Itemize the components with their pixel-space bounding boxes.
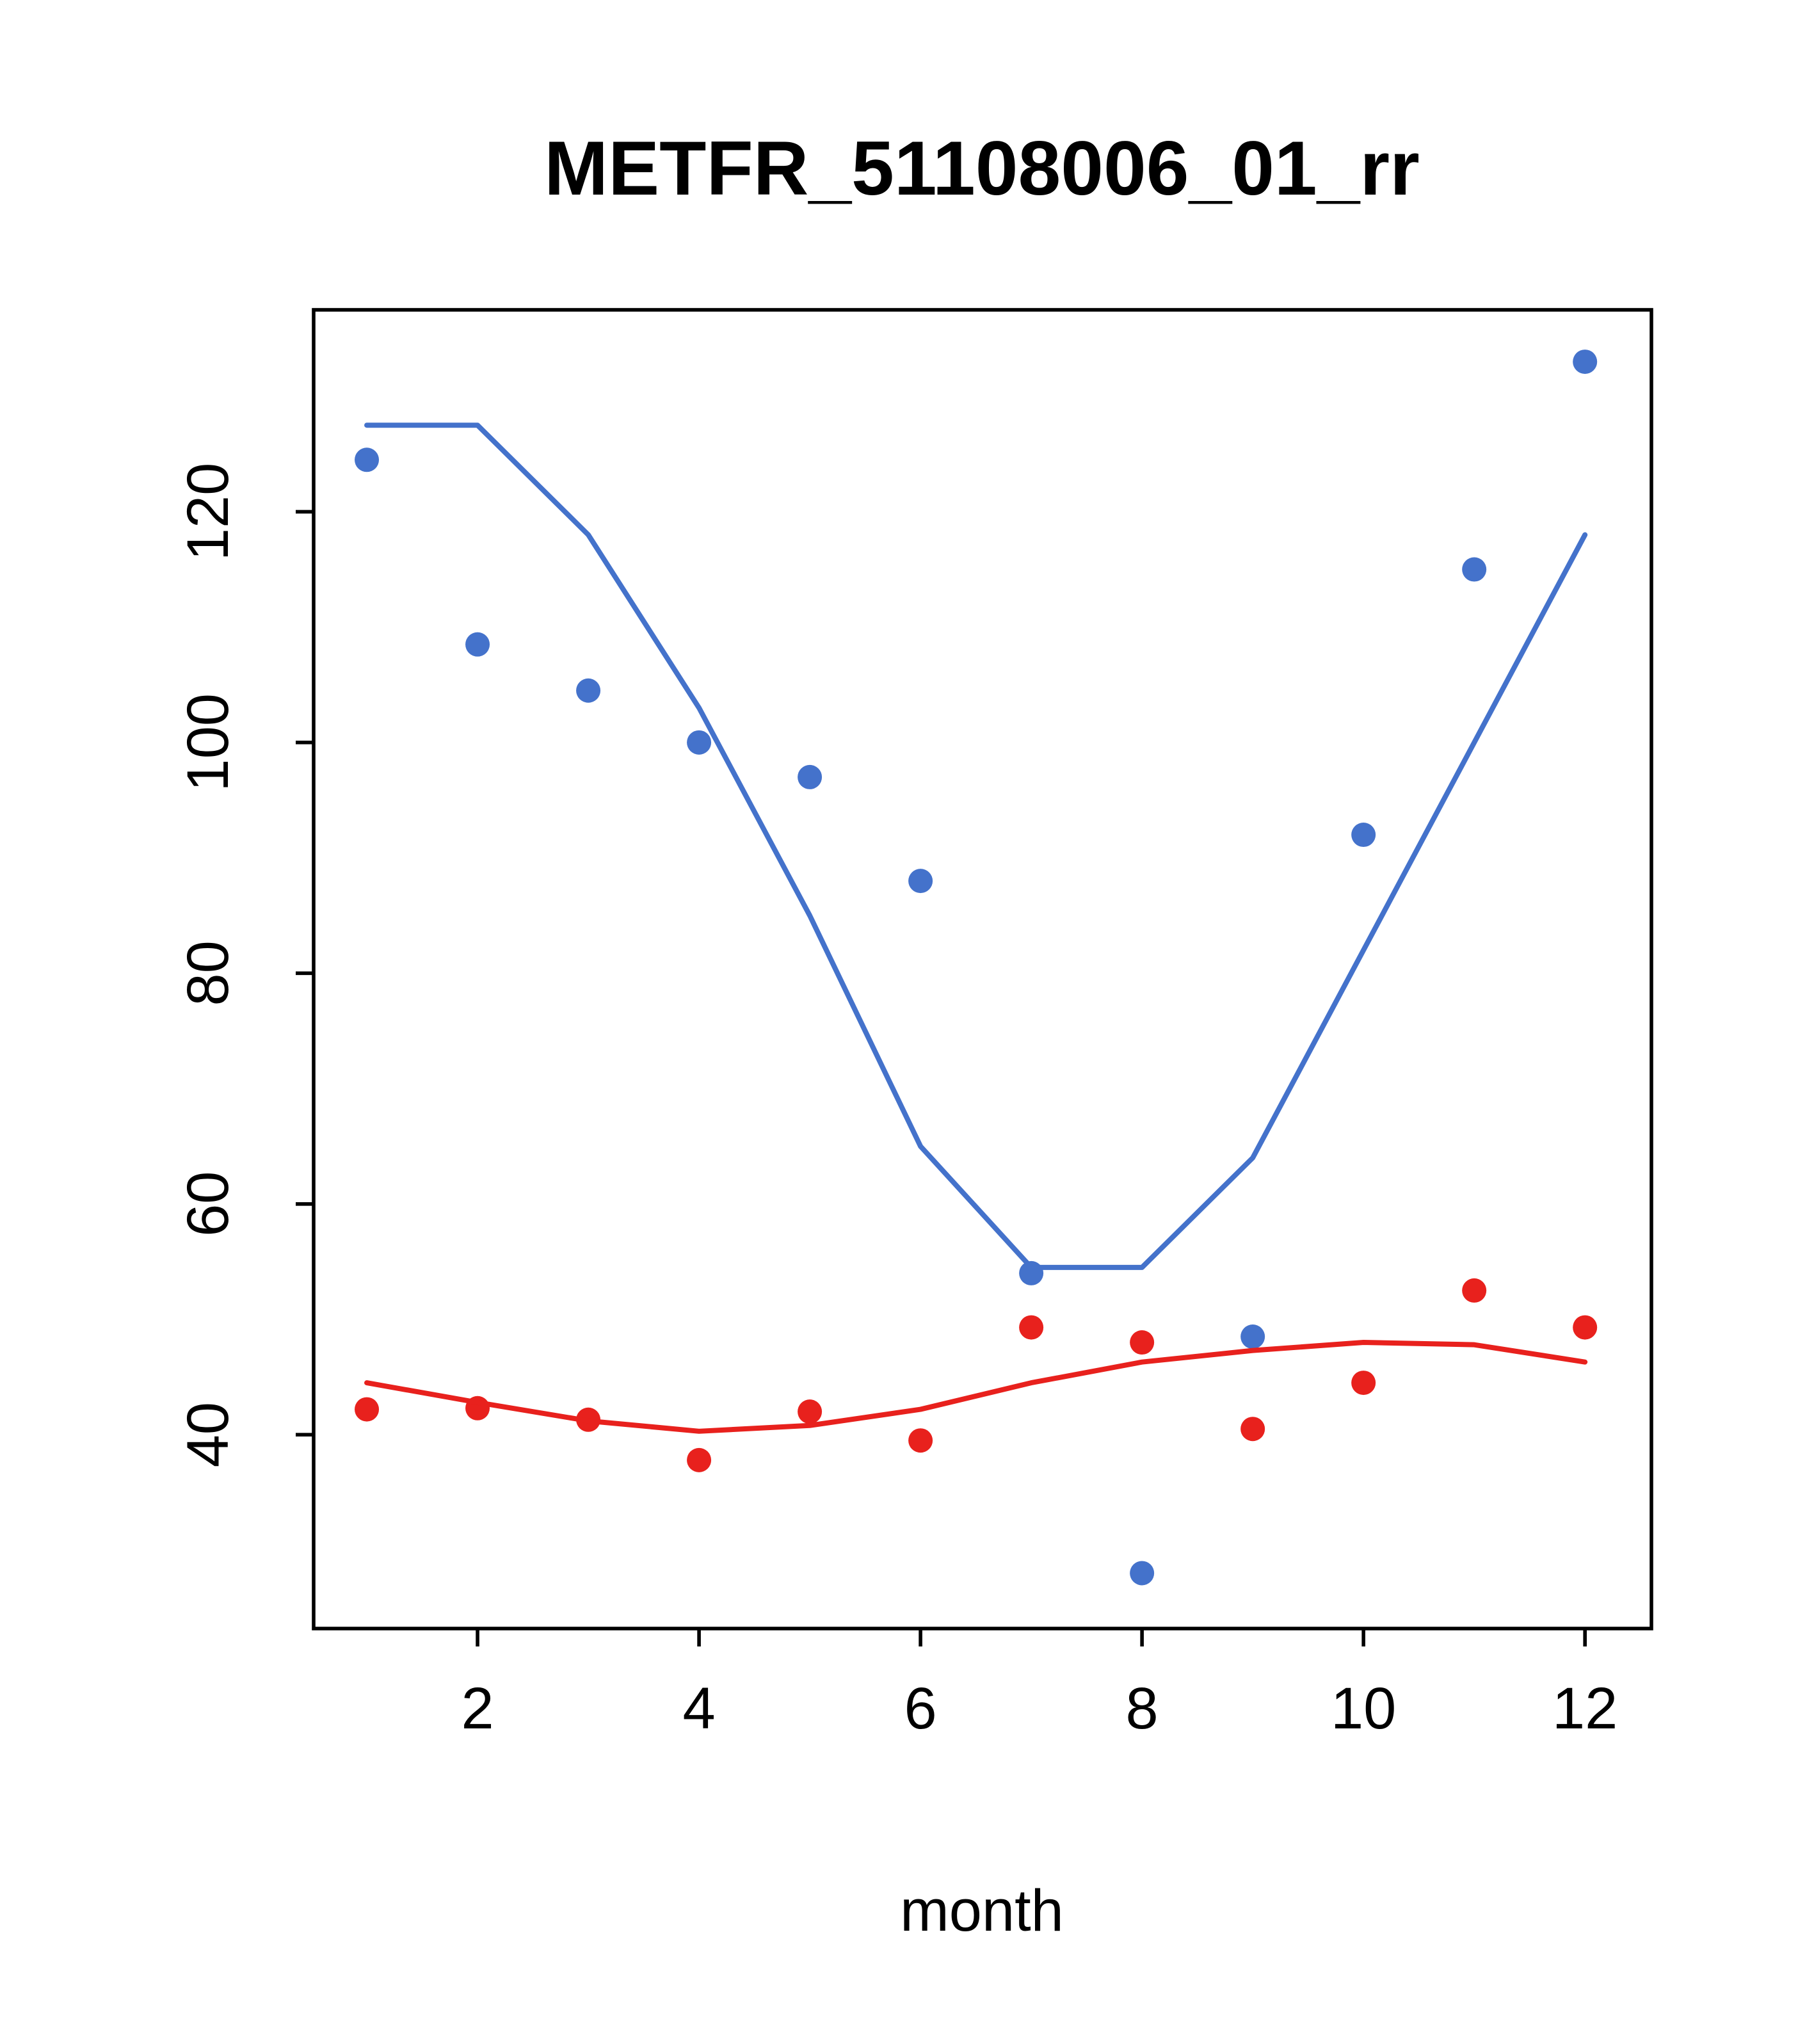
x-tick-label: 2 bbox=[461, 1676, 494, 1741]
red-observations-point bbox=[687, 1447, 712, 1472]
x-tick-label: 10 bbox=[1331, 1676, 1396, 1741]
blue-trend-line bbox=[364, 422, 1588, 1270]
red-observations-point bbox=[1019, 1315, 1044, 1340]
blue-observations-point bbox=[355, 447, 380, 472]
x-tick-label: 4 bbox=[683, 1676, 716, 1741]
y-tick-label: 100 bbox=[175, 693, 241, 792]
y-tick-label: 60 bbox=[175, 1171, 241, 1237]
red-observations-point bbox=[1351, 1371, 1376, 1396]
chart-title: METFR_51108006_01_rr bbox=[544, 125, 1420, 211]
axes: 2 4 6 8 10 12 40 60 80 100 120 bbox=[175, 308, 1653, 1741]
blue-observations-point bbox=[1240, 1324, 1265, 1349]
x-tick-label: 12 bbox=[1552, 1676, 1617, 1741]
red-observations-point bbox=[1573, 1315, 1598, 1340]
y-tick-label: 120 bbox=[175, 463, 241, 561]
y-tick-label: 80 bbox=[175, 940, 241, 1006]
red-observations-point bbox=[1462, 1278, 1487, 1303]
blue-observations bbox=[355, 350, 1598, 1586]
x-tick-label: 6 bbox=[904, 1676, 937, 1741]
red-observations-point bbox=[798, 1399, 823, 1424]
x-axis-label: month bbox=[900, 1878, 1064, 1943]
blue-observations-point bbox=[798, 764, 823, 789]
blue-observations-point bbox=[1351, 823, 1376, 848]
red-observations bbox=[355, 1278, 1598, 1472]
blue-observations-point bbox=[908, 869, 933, 894]
y-tick-label: 40 bbox=[175, 1402, 241, 1467]
x-tick-label: 8 bbox=[1126, 1676, 1159, 1741]
red-trend-line bbox=[364, 1340, 1588, 1434]
blue-observations-point bbox=[465, 632, 490, 657]
red-observations-point bbox=[1240, 1417, 1265, 1442]
plot-area bbox=[355, 350, 1598, 1586]
plot-border bbox=[312, 308, 1653, 1630]
blue-observations-point bbox=[1130, 1561, 1155, 1586]
red-observations-point bbox=[355, 1397, 380, 1422]
blue-observations-point bbox=[687, 730, 712, 755]
blue-observations-point bbox=[1462, 557, 1487, 582]
red-observations-point bbox=[908, 1428, 933, 1453]
red-observations-point bbox=[1130, 1330, 1155, 1355]
blue-observations-point bbox=[1573, 350, 1598, 374]
blue-observations-point bbox=[576, 678, 601, 703]
